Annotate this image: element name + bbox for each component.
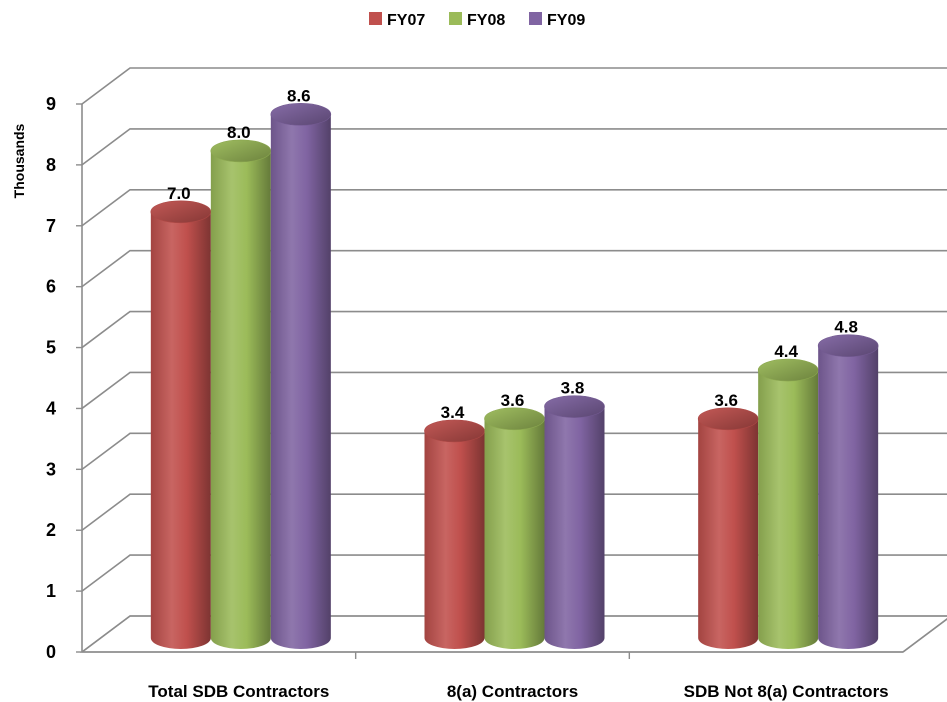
- legend-swatch: [369, 12, 382, 25]
- gridline: [81, 615, 947, 653]
- bar: [544, 395, 605, 649]
- legend-label: FY08: [467, 12, 505, 29]
- y-axis-ticks: 0 1 2 3 4 5 6 7 8 9: [46, 94, 82, 662]
- bar: [697, 407, 759, 649]
- gridline: [81, 432, 947, 470]
- data-labels: 7.0 8.0 8.6 3.4 3.6 3.8 3.6 4.4 4.8: [167, 86, 858, 422]
- y-tick-label: 4: [46, 398, 56, 418]
- legend-swatch: [529, 12, 542, 25]
- legend-label: FY07: [387, 12, 425, 29]
- bar: [150, 200, 212, 649]
- y-tick-label: 9: [46, 94, 56, 114]
- y-tick-label: 7: [46, 216, 56, 236]
- legend-swatch: [449, 12, 462, 25]
- gridline: [81, 188, 947, 227]
- legend-item: FY07: [369, 12, 425, 29]
- x-category-label: 8(a) Contractors: [447, 682, 578, 701]
- gridline: [81, 493, 947, 531]
- data-label: 7.0: [167, 184, 191, 203]
- gridline: [81, 554, 947, 592]
- gridline: [81, 128, 947, 166]
- y-tick-label: 2: [46, 520, 56, 540]
- category-labels: Total SDB Contractors 8(a) Contractors SDB…: [148, 682, 888, 701]
- y-axis-title: Thousands: [11, 123, 27, 198]
- bar: [817, 334, 879, 649]
- data-label: 8.6: [287, 86, 311, 105]
- bar: [484, 407, 545, 649]
- y-tick-label: 6: [46, 277, 56, 297]
- data-label: 3.6: [714, 391, 738, 410]
- bars: [150, 103, 879, 650]
- bar: [210, 139, 272, 649]
- data-label: 3.4: [441, 403, 465, 422]
- gridline: [81, 310, 947, 349]
- x-category-label: SDB Not 8(a) Contractors: [684, 682, 889, 701]
- data-label: 3.8: [561, 379, 585, 398]
- x-category-label: Total SDB Contractors: [148, 682, 329, 701]
- y-tick-label: 5: [46, 338, 56, 358]
- data-label: 8.0: [227, 123, 251, 142]
- gridline: [81, 249, 947, 288]
- bar: [757, 358, 819, 649]
- bar: [270, 103, 332, 650]
- bar: [424, 419, 485, 649]
- gridline: [81, 67, 947, 105]
- y-tick-label: 0: [46, 642, 56, 662]
- data-label: 3.6: [501, 391, 525, 410]
- y-tick-label: 8: [46, 155, 56, 175]
- legend-item: FY08: [449, 12, 505, 29]
- legend: FY07 FY08 FY09: [369, 12, 585, 29]
- axes: [81, 104, 947, 659]
- data-label: 4.8: [834, 318, 858, 337]
- gridline: [81, 371, 947, 410]
- y-tick-label: 1: [46, 581, 56, 601]
- gridlines: [81, 67, 947, 653]
- legend-label: FY09: [547, 12, 585, 29]
- legend-item: FY09: [529, 12, 585, 29]
- data-label: 4.4: [774, 342, 798, 361]
- y-tick-label: 3: [46, 459, 56, 479]
